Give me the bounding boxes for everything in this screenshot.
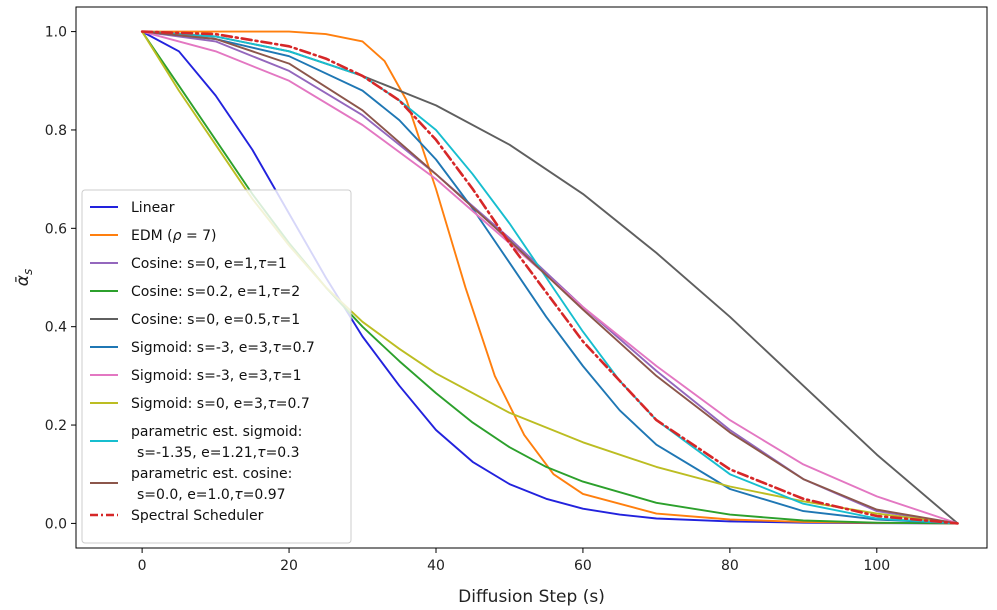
legend-label-part: τ bbox=[258, 256, 267, 272]
legend-label-9: parametric est. cosine: bbox=[131, 466, 292, 482]
y-axis-label-base: ᾱ bbox=[13, 275, 33, 286]
legend-label-0: Linear bbox=[131, 200, 175, 216]
legend-label-6: Sigmoid: s=-3, e=3,τ=1 bbox=[131, 368, 301, 384]
legend-label-part: =0.97 bbox=[243, 487, 286, 503]
legend-box bbox=[81, 189, 352, 544]
legend-label-part: τ bbox=[272, 340, 281, 356]
legend-label-5: Sigmoid: s=-3, e=3,τ=0.7 bbox=[131, 340, 315, 356]
series-line-5 bbox=[141, 30, 959, 525]
legend-label-part: τ bbox=[267, 396, 276, 412]
series-line-9 bbox=[141, 30, 959, 525]
legend-label-7: Sigmoid: s=0, e=3,τ=0.7 bbox=[131, 396, 310, 412]
x-tick-label: 100 bbox=[863, 558, 890, 574]
y-axis-label: ᾱs bbox=[13, 269, 35, 286]
y-tick-label: 0.2 bbox=[45, 418, 67, 434]
legend-label-part: =0.7 bbox=[281, 340, 315, 356]
y-axis-label-subscript: s bbox=[21, 269, 35, 275]
series-line-8 bbox=[141, 30, 959, 525]
legend-label-part: τ bbox=[271, 284, 280, 300]
legend-label-part: =2 bbox=[280, 284, 301, 300]
series-line-10 bbox=[140, 30, 959, 525]
y-tick-label: 1.0 bbox=[45, 25, 67, 41]
legend-label-9-line2: s=0.0, e=1.0,τ=0.97 bbox=[137, 487, 286, 503]
legend-label-8: parametric est. sigmoid: bbox=[131, 424, 302, 440]
x-tick-label: 40 bbox=[427, 558, 445, 574]
y-tick-label: 0.0 bbox=[45, 516, 67, 532]
series-line-7 bbox=[141, 30, 959, 525]
legend-label-10: Spectral Scheduler bbox=[131, 508, 264, 524]
series-line-1 bbox=[141, 30, 959, 525]
legend-label-part: =1 bbox=[266, 256, 287, 272]
x-tick-label: 60 bbox=[574, 558, 592, 574]
legend-label-4: Cosine: s=0, e=0.5,τ=1 bbox=[131, 312, 300, 328]
plot-lines bbox=[140, 30, 959, 525]
legend-label-part: Sigmoid: s=0, e=3, bbox=[131, 396, 267, 412]
x-axis-label: Diffusion Step (s) bbox=[458, 587, 605, 607]
legend-label-part: =1 bbox=[280, 312, 301, 328]
legend-label-part: EDM ( bbox=[131, 228, 173, 244]
legend-label-part: Cosine: s=0, e=0.5, bbox=[131, 312, 271, 328]
series-line-3 bbox=[141, 30, 959, 525]
legend-label-part: s=0.0, e=1.0, bbox=[137, 487, 234, 503]
y-tick-label: 0.6 bbox=[45, 221, 67, 237]
x-axis-ticks: 0 20 40 60 80 100 bbox=[138, 548, 890, 574]
legend-label-part: =0.7 bbox=[276, 396, 310, 412]
legend-label-part: τ bbox=[234, 487, 243, 503]
legend-label-part: τ bbox=[272, 368, 281, 384]
legend-label-2: Cosine: s=0, e=1,τ=1 bbox=[131, 256, 287, 272]
legend-label-part: Sigmoid: s=-3, e=3, bbox=[131, 340, 272, 356]
legend-label-part: τ bbox=[257, 445, 266, 461]
series-line-0 bbox=[141, 30, 959, 525]
legend-label-part: =1 bbox=[281, 368, 302, 384]
legend-label-part: s=-1.35, e=1.21, bbox=[137, 445, 257, 461]
legend-label-part: Cosine: s=0, e=1, bbox=[131, 256, 258, 272]
legend-label-part: ρ bbox=[173, 228, 182, 244]
y-tick-label: 0.4 bbox=[45, 320, 67, 336]
legend-label-part: =0.3 bbox=[266, 445, 300, 461]
legend-label-part: Cosine: s=0.2, e=1, bbox=[131, 284, 271, 300]
x-tick-label: 20 bbox=[280, 558, 298, 574]
legend-label-1: EDM (ρ = 7) bbox=[131, 228, 217, 244]
y-axis-ticks: 0.0 0.2 0.4 0.6 0.8 1.0 bbox=[45, 25, 76, 532]
legend-label-8-line2: s=-1.35, e=1.21,τ=0.3 bbox=[137, 445, 300, 461]
legend-label-part: τ bbox=[271, 312, 280, 328]
legend-label-part: Sigmoid: s=-3, e=3, bbox=[131, 368, 272, 384]
y-tick-label: 0.8 bbox=[45, 123, 67, 139]
x-tick-label: 0 bbox=[138, 558, 147, 574]
legend-label-part: = 7) bbox=[182, 228, 217, 244]
plot-frame bbox=[75, 6, 988, 549]
x-tick-label: 80 bbox=[721, 558, 739, 574]
legend-label-3: Cosine: s=0.2, e=1,τ=2 bbox=[131, 284, 300, 300]
